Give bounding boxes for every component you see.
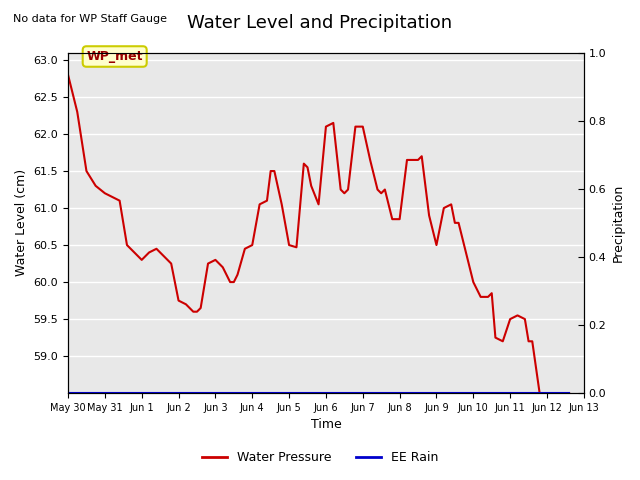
Y-axis label: Water Level (cm): Water Level (cm) <box>15 169 28 276</box>
Y-axis label: Precipitation: Precipitation <box>612 184 625 262</box>
Text: WP_met: WP_met <box>86 50 143 63</box>
Text: Water Level and Precipitation: Water Level and Precipitation <box>188 14 452 33</box>
Legend: Water Pressure, EE Rain: Water Pressure, EE Rain <box>196 446 444 469</box>
X-axis label: Time: Time <box>310 419 341 432</box>
Text: No data for WP Staff Gauge: No data for WP Staff Gauge <box>13 14 167 24</box>
